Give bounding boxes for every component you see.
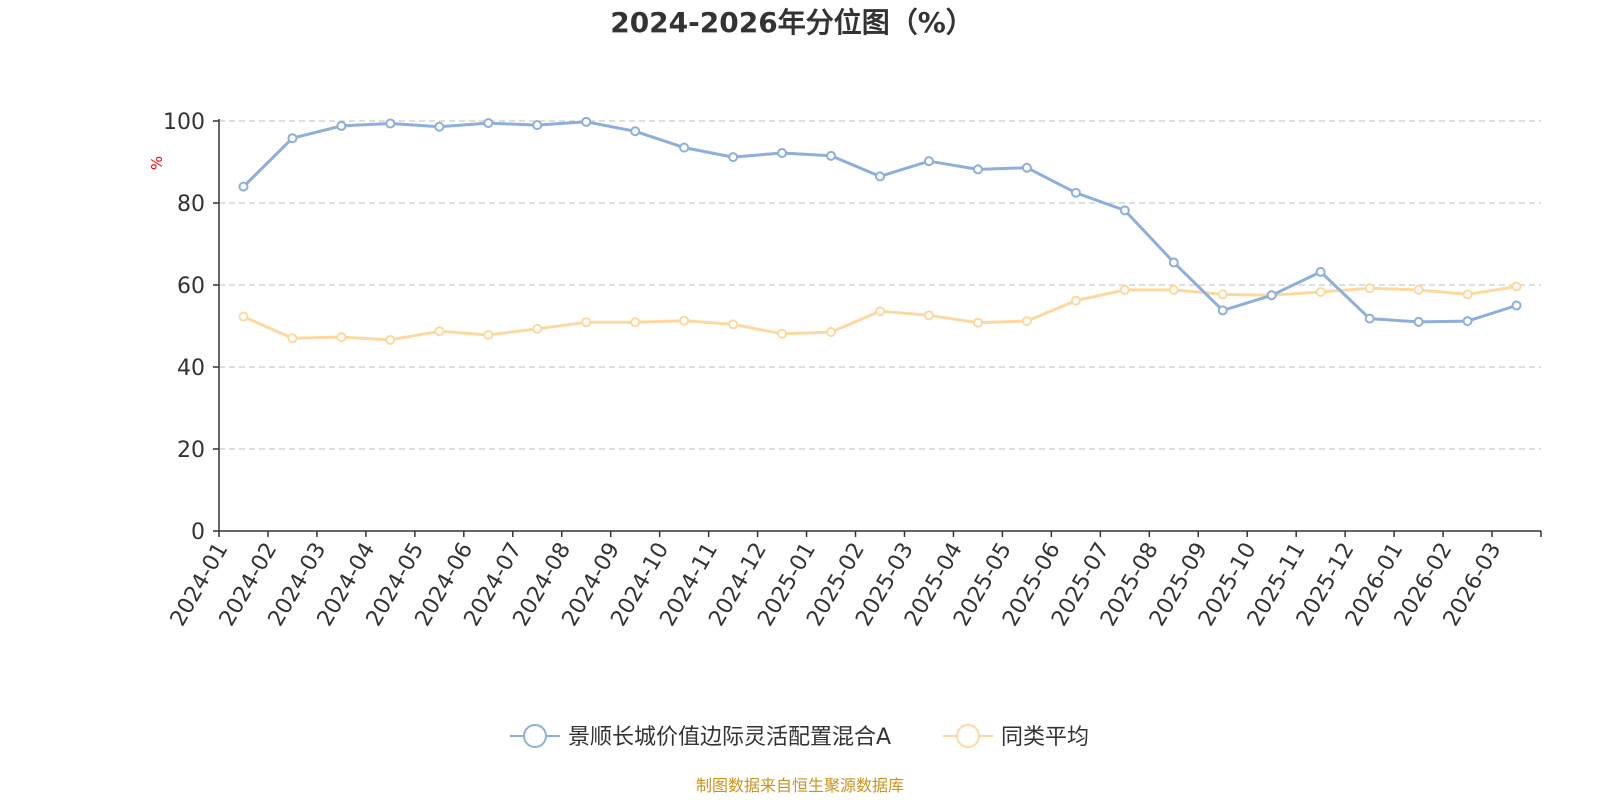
data-point[interactable] [1119, 284, 1130, 295]
data-point[interactable] [434, 326, 445, 337]
y-tick-label: 100 [163, 110, 205, 135]
y-axis-label: % [148, 156, 166, 170]
data-point[interactable] [1364, 283, 1375, 294]
data-point[interactable] [1511, 281, 1522, 292]
data-source-note: 制图数据来自恒生聚源数据库 [696, 776, 904, 795]
data-point[interactable] [1413, 316, 1424, 327]
data-point[interactable] [630, 317, 641, 328]
data-point[interactable] [1315, 286, 1326, 297]
legend-item[interactable]: 景顺长城价值边际灵活配置混合A [510, 724, 891, 750]
data-point[interactable] [287, 133, 298, 144]
data-point[interactable] [581, 317, 592, 328]
data-point[interactable] [972, 317, 983, 328]
y-tick-label: 80 [177, 192, 205, 217]
data-point[interactable] [287, 333, 298, 344]
data-point[interactable] [679, 315, 690, 326]
data-point[interactable] [1070, 295, 1081, 306]
data-point[interactable] [532, 120, 543, 131]
data-point[interactable] [1021, 316, 1032, 327]
data-point[interactable] [336, 120, 347, 131]
data-point[interactable] [923, 156, 934, 167]
legend-label: 同类平均 [1001, 725, 1089, 750]
data-point[interactable] [581, 116, 592, 127]
data-point[interactable] [1364, 313, 1375, 324]
data-point[interactable] [679, 142, 690, 153]
data-point[interactable] [1266, 290, 1277, 301]
data-point[interactable] [728, 152, 739, 163]
legend-circle-icon [956, 724, 980, 748]
data-point[interactable] [777, 147, 788, 158]
data-point[interactable] [630, 126, 641, 137]
data-point[interactable] [1511, 300, 1522, 311]
data-point[interactable] [385, 118, 396, 129]
y-tick-label: 20 [177, 438, 205, 463]
data-point[interactable] [1070, 187, 1081, 198]
data-point[interactable] [777, 328, 788, 339]
data-point[interactable] [728, 319, 739, 330]
data-point[interactable] [238, 311, 249, 322]
legend-circle-icon [523, 724, 547, 748]
data-point[interactable] [238, 181, 249, 192]
data-point[interactable] [826, 327, 837, 338]
legend-label: 景顺长城价值边际灵活配置混合A [568, 725, 891, 750]
grid-layer [219, 120, 1541, 450]
data-point[interactable] [1168, 257, 1179, 268]
series-layer [238, 116, 1522, 345]
data-point[interactable] [385, 334, 396, 345]
data-point[interactable] [1217, 305, 1228, 316]
data-point[interactable] [434, 121, 445, 132]
data-point[interactable] [1315, 266, 1326, 277]
y-tick-label: 0 [191, 520, 205, 545]
data-point[interactable] [336, 332, 347, 343]
chart-title: 2024-2026年分位图（%） [610, 6, 974, 39]
legend-item[interactable]: 同类平均 [943, 724, 1089, 750]
data-point[interactable] [1021, 162, 1032, 173]
data-point[interactable] [1119, 205, 1130, 216]
axis-layer: 0204060801002024-012024-022024-032024-04… [163, 110, 1542, 631]
data-point[interactable] [1413, 284, 1424, 295]
series-0 [238, 116, 1522, 327]
data-point[interactable] [923, 310, 934, 321]
data-point[interactable] [875, 306, 885, 317]
y-tick-label: 60 [177, 274, 205, 299]
data-point[interactable] [1168, 284, 1179, 295]
data-point[interactable] [483, 118, 494, 129]
data-point[interactable] [1462, 316, 1473, 327]
legend: 景顺长城价值边际灵活配置混合A 同类平均 [510, 724, 1089, 750]
data-point[interactable] [532, 323, 543, 334]
y-tick-label: 40 [177, 356, 205, 381]
data-point[interactable] [826, 150, 837, 161]
series-1 [238, 281, 1522, 345]
data-point[interactable] [483, 330, 494, 341]
data-point[interactable] [1217, 289, 1228, 300]
data-point[interactable] [875, 171, 885, 182]
data-point[interactable] [972, 164, 983, 175]
data-point[interactable] [1462, 289, 1473, 300]
